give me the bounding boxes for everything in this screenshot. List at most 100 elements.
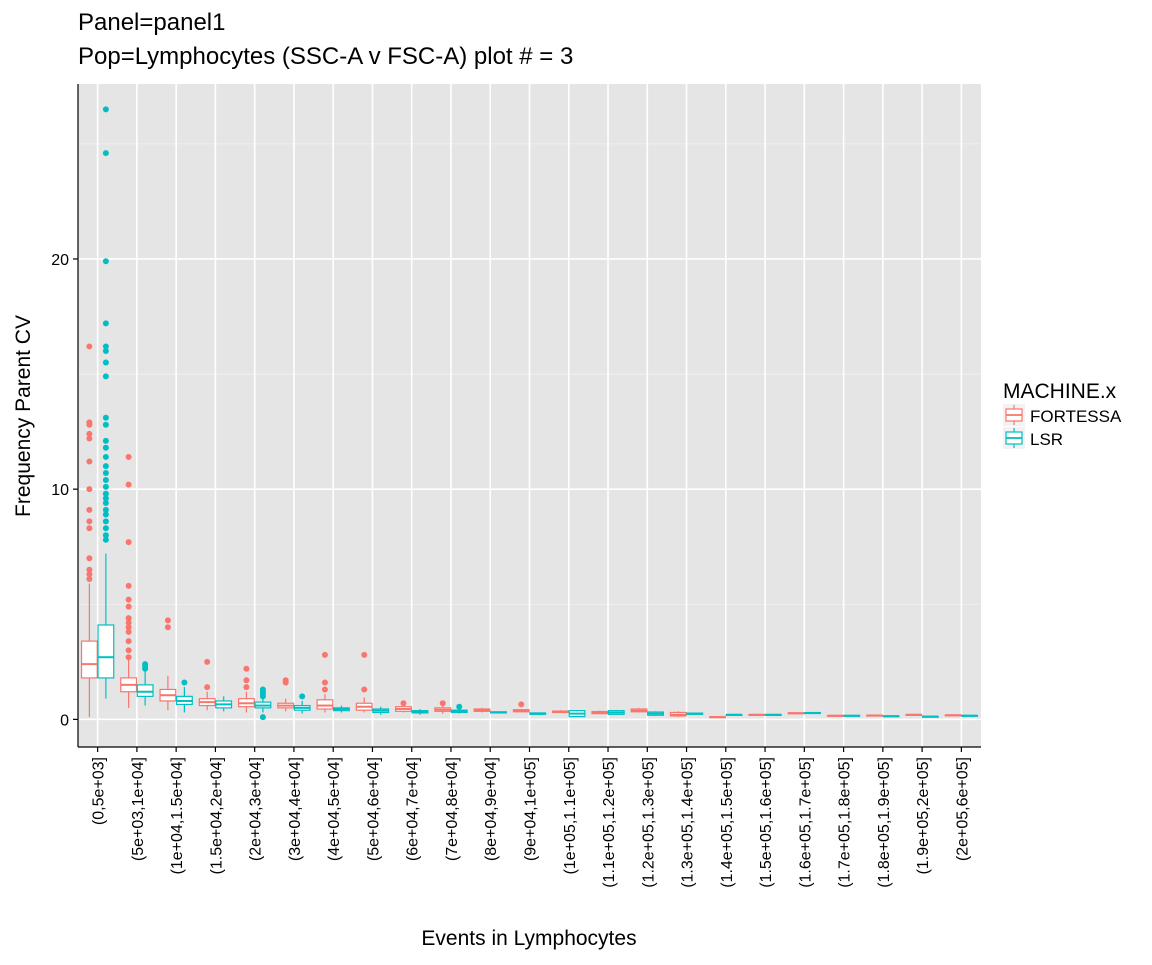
outlier-point: [86, 525, 93, 532]
box-fortessa-8: [395, 700, 412, 713]
outlier-point: [102, 359, 109, 366]
x-tick-label: (1.8e+05,1.9e+05]: [876, 757, 893, 888]
box-fortessa-5: [277, 677, 295, 712]
outlier-point: [102, 106, 109, 113]
outlier-point: [259, 714, 266, 721]
outlier-point: [86, 430, 93, 437]
outlier-point: [164, 617, 171, 624]
outlier-point: [102, 453, 109, 460]
x-axis-ticks: (0,5e+03] (5e+03,1e+04] (1e+04,1.5e+04] (1.…: [91, 747, 971, 888]
outlier-point: [102, 421, 109, 428]
box-lsr-0: [97, 106, 115, 699]
outlier-point: [102, 348, 109, 355]
outlier-point: [243, 684, 250, 691]
outlier-point: [125, 603, 132, 610]
x-tick-label: (3e+04,4e+04]: [287, 757, 304, 861]
x-tick-label: (1e+04,1.5e+04]: [169, 757, 186, 874]
box-lsr-13: [607, 710, 625, 715]
x-tick-label: (6e+04,7e+04]: [405, 757, 422, 861]
box-lsr-14: [647, 711, 664, 716]
outlier-point: [259, 686, 266, 693]
box-fortessa-11: [512, 701, 530, 713]
box-iqr: [136, 684, 154, 697]
box-lsr-12: [568, 710, 586, 718]
outlier-point: [102, 258, 109, 265]
chart-title: Panel=panel1: [78, 9, 225, 36]
outlier-point: [86, 506, 93, 513]
outlier-point: [102, 343, 109, 350]
outlier-point: [102, 437, 109, 444]
box-lsr-17: [764, 713, 782, 716]
outlier-point: [102, 511, 109, 518]
box-lsr-18: [804, 711, 822, 715]
box-fortessa-7: [355, 651, 373, 713]
outlier-point: [456, 703, 463, 710]
outlier-point: [125, 619, 132, 626]
box-fortessa-20: [866, 714, 884, 717]
x-tick-label: (1.3e+05,1.4e+05]: [680, 757, 697, 888]
outlier-point: [86, 486, 93, 493]
box-fortessa-3: [198, 658, 216, 711]
box-fortessa-16: [709, 716, 727, 719]
x-tick-label: (7e+04,8e+04]: [444, 757, 461, 861]
outlier-point: [125, 596, 132, 603]
box-fortessa-22: [944, 714, 962, 717]
x-tick-label: (1.5e+05,1.6e+05]: [758, 757, 775, 888]
box-iqr: [97, 624, 115, 679]
outlier-point: [164, 624, 171, 631]
box-fortessa-21: [905, 713, 923, 716]
outlier-point: [86, 555, 93, 562]
box-lsr-11: [529, 712, 547, 715]
x-tick-label: (2e+04,3e+04]: [248, 757, 265, 861]
x-tick-label: (5e+04,6e+04]: [365, 757, 382, 861]
outlier-point: [518, 701, 525, 708]
outlier-point: [102, 320, 109, 327]
box-fortessa-0: [80, 343, 98, 718]
box-fortessa-9: [434, 700, 452, 714]
box-lsr-2: [175, 679, 193, 713]
outlier-point: [86, 566, 93, 573]
outlier-point: [125, 615, 132, 622]
x-tick-label: (8e+04,9e+04]: [483, 757, 500, 861]
outlier-point: [86, 571, 93, 578]
box-fortessa-14: [630, 707, 648, 713]
box-fortessa-2: [159, 617, 177, 711]
outlier-point: [282, 677, 289, 684]
legend-label-fortessa: FORTESSA: [1030, 407, 1122, 426]
box-fortessa-12: [552, 710, 569, 714]
outlier-point: [299, 693, 306, 700]
box-fortessa-10: [473, 707, 491, 713]
outlier-point: [204, 658, 211, 665]
x-tick-label: (1.1e+05,1.2e+05]: [601, 757, 618, 888]
box-fortessa-19: [826, 714, 844, 717]
outlier-point: [125, 647, 132, 654]
outlier-point: [102, 470, 109, 477]
outlier-point: [321, 651, 328, 658]
box-fortessa-13: [591, 710, 609, 715]
outlier-point: [125, 539, 132, 546]
outlier-point: [125, 453, 132, 460]
outlier-point: [102, 518, 109, 525]
outlier-point: [361, 651, 368, 658]
outlier-point: [86, 518, 93, 525]
box-fortessa-6: [316, 651, 334, 713]
legend-title: MACHINE.x: [1003, 380, 1117, 403]
outlier-point: [102, 414, 109, 421]
x-tick-label: (1.6e+05,1.7e+05]: [797, 757, 814, 888]
box-lsr-5: [293, 693, 311, 714]
box-lsr-1: [136, 661, 154, 706]
box-fortessa-1: [120, 453, 138, 708]
x-tick-label: (5e+03,1e+04]: [130, 757, 147, 861]
box-lsr-16: [725, 713, 743, 716]
box-lsr-20: [882, 715, 900, 718]
box-lsr-4: [254, 686, 272, 721]
outlier-point: [102, 476, 109, 483]
outlier-point: [102, 463, 109, 470]
x-tick-label: (1.2e+05,1.3e+05]: [640, 757, 657, 888]
outlier-point: [243, 665, 250, 672]
outlier-point: [102, 483, 109, 490]
x-tick-label: (1.4e+05,1.5e+05]: [719, 757, 736, 888]
outlier-point: [125, 628, 132, 635]
y-tick-label: 0: [60, 712, 69, 729]
box-fortessa-17: [748, 713, 766, 716]
